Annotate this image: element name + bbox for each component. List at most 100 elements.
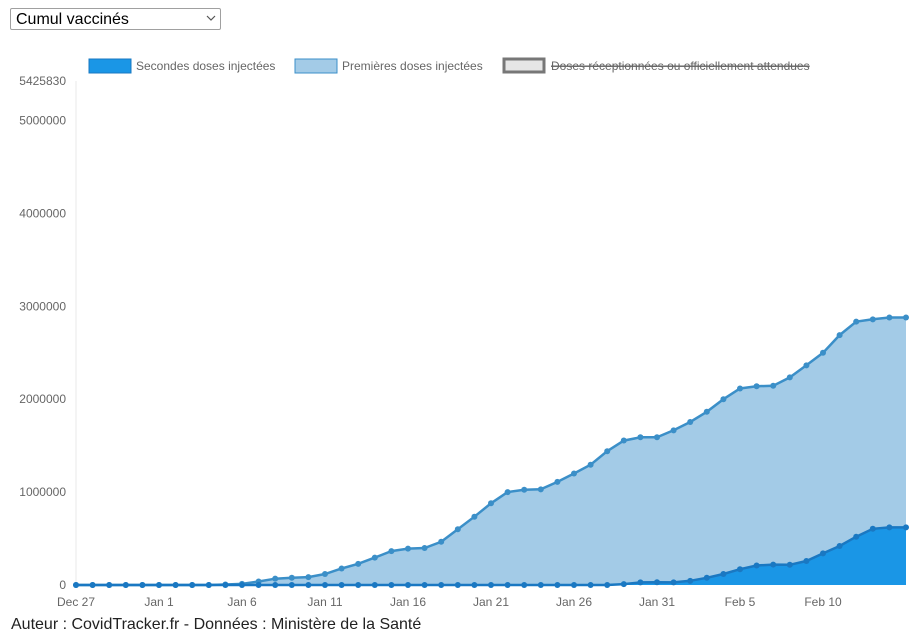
y-tick-label: 4000000 <box>19 206 66 220</box>
second-doses-point <box>205 582 212 588</box>
x-tick-label: Jan 21 <box>473 595 509 609</box>
first-doses-point <box>471 513 478 520</box>
second-doses-point <box>753 562 760 569</box>
first-doses-point <box>421 545 428 552</box>
y-tick-label: 5000000 <box>19 114 66 128</box>
first-doses-point <box>355 560 362 567</box>
first-doses-point <box>288 574 295 581</box>
second-doses-point <box>239 582 245 588</box>
second-doses-point <box>471 582 478 588</box>
first-doses-point <box>820 349 826 356</box>
second-doses-point <box>687 577 694 584</box>
first-doses-point <box>836 332 843 339</box>
y-tick-label: 5425830 <box>19 74 66 88</box>
x-tick-label: Jan 16 <box>390 595 426 609</box>
first-doses-point <box>571 470 577 477</box>
second-doses-point <box>122 582 129 588</box>
second-doses-point <box>338 582 345 588</box>
second-doses-point <box>222 582 229 588</box>
legend-swatch-second-doses <box>88 58 132 74</box>
second-doses-point <box>355 582 362 588</box>
second-doses-point <box>272 582 279 588</box>
first-doses-point <box>770 382 777 389</box>
chevron-down-icon <box>206 15 216 21</box>
second-doses-point <box>620 581 627 588</box>
first-doses-point <box>720 396 727 403</box>
first-doses-point <box>853 318 860 325</box>
first-doses-point <box>371 554 378 561</box>
metric-select[interactable]: Cumul vaccinés <box>10 8 221 30</box>
first-doses-point <box>703 408 710 415</box>
second-doses-point <box>670 579 677 586</box>
first-doses-point <box>272 575 279 582</box>
second-doses-point <box>288 582 295 588</box>
second-doses-point <box>703 574 710 581</box>
second-doses-point <box>820 550 826 557</box>
second-doses-point <box>139 582 146 588</box>
first-doses-point <box>587 461 594 468</box>
second-doses-point <box>770 561 777 568</box>
second-doses-point <box>803 558 810 565</box>
second-doses-point <box>654 579 660 586</box>
second-doses-point <box>322 582 328 588</box>
y-tick-label: 0 <box>59 578 66 592</box>
first-doses-point <box>620 437 627 444</box>
first-doses-point <box>869 316 876 323</box>
second-doses-point <box>172 582 179 588</box>
x-tick-label: Dec 27 <box>57 595 95 609</box>
legend-swatch-received-doses <box>502 57 546 74</box>
second-doses-point <box>421 582 428 588</box>
second-doses-point <box>388 582 395 588</box>
first-doses-point <box>670 427 677 434</box>
second-doses-point <box>853 533 860 540</box>
second-doses-point <box>89 582 96 588</box>
x-tick-label: Jan 11 <box>307 595 342 609</box>
first-doses-point <box>737 385 743 392</box>
second-doses-point <box>869 525 876 532</box>
metric-select-value: Cumul vaccinés <box>16 11 129 28</box>
second-doses-point <box>504 582 511 588</box>
first-doses-point <box>537 486 544 493</box>
first-doses-point <box>405 545 411 552</box>
y-tick-label: 1000000 <box>19 485 66 499</box>
second-doses-point <box>587 582 594 588</box>
legend-swatch-first-doses <box>294 58 338 74</box>
x-tick-label: Feb 10 <box>804 595 842 609</box>
first-doses-point <box>504 489 511 496</box>
second-doses-point <box>106 582 113 588</box>
first-doses-point <box>753 383 760 390</box>
first-doses-point <box>438 538 445 545</box>
second-doses-point <box>438 582 445 588</box>
first-doses-point <box>687 418 694 425</box>
second-doses-point <box>786 561 793 568</box>
first-doses-point <box>554 478 561 485</box>
x-tick-label: Jan 26 <box>556 595 592 609</box>
first-doses-area <box>76 317 906 585</box>
x-tick-label: Jan 6 <box>227 595 257 609</box>
second-doses-point <box>488 582 494 588</box>
first-doses-point <box>521 486 528 493</box>
second-doses-point <box>903 524 909 531</box>
first-doses-point <box>454 526 461 533</box>
second-doses-point <box>737 566 743 573</box>
vaccination-chart: 5425830 0 1000000 2000000 3000000 4000000 5000… <box>19 57 909 609</box>
second-doses-point <box>521 582 528 588</box>
second-doses-area <box>76 527 906 585</box>
legend-label-second-doses: Secondes doses injectées <box>136 59 275 73</box>
x-tick-label: Jan 31 <box>639 595 675 609</box>
second-doses-point <box>554 582 561 588</box>
first-doses-point <box>903 314 909 321</box>
first-doses-point <box>604 448 611 455</box>
second-doses-point <box>637 579 644 586</box>
second-doses-point <box>720 571 727 578</box>
first-doses-point <box>338 565 345 572</box>
second-doses-point <box>571 582 577 588</box>
second-doses-point <box>405 582 411 588</box>
second-doses-point <box>537 582 544 588</box>
legend-label-first-doses: Premières doses injectées <box>342 59 483 73</box>
y-tick-label: 2000000 <box>19 392 66 406</box>
first-doses-point <box>305 574 312 581</box>
x-tick-label: Jan 1 <box>144 595 174 609</box>
second-doses-point <box>886 524 893 531</box>
first-doses-point <box>488 500 494 507</box>
